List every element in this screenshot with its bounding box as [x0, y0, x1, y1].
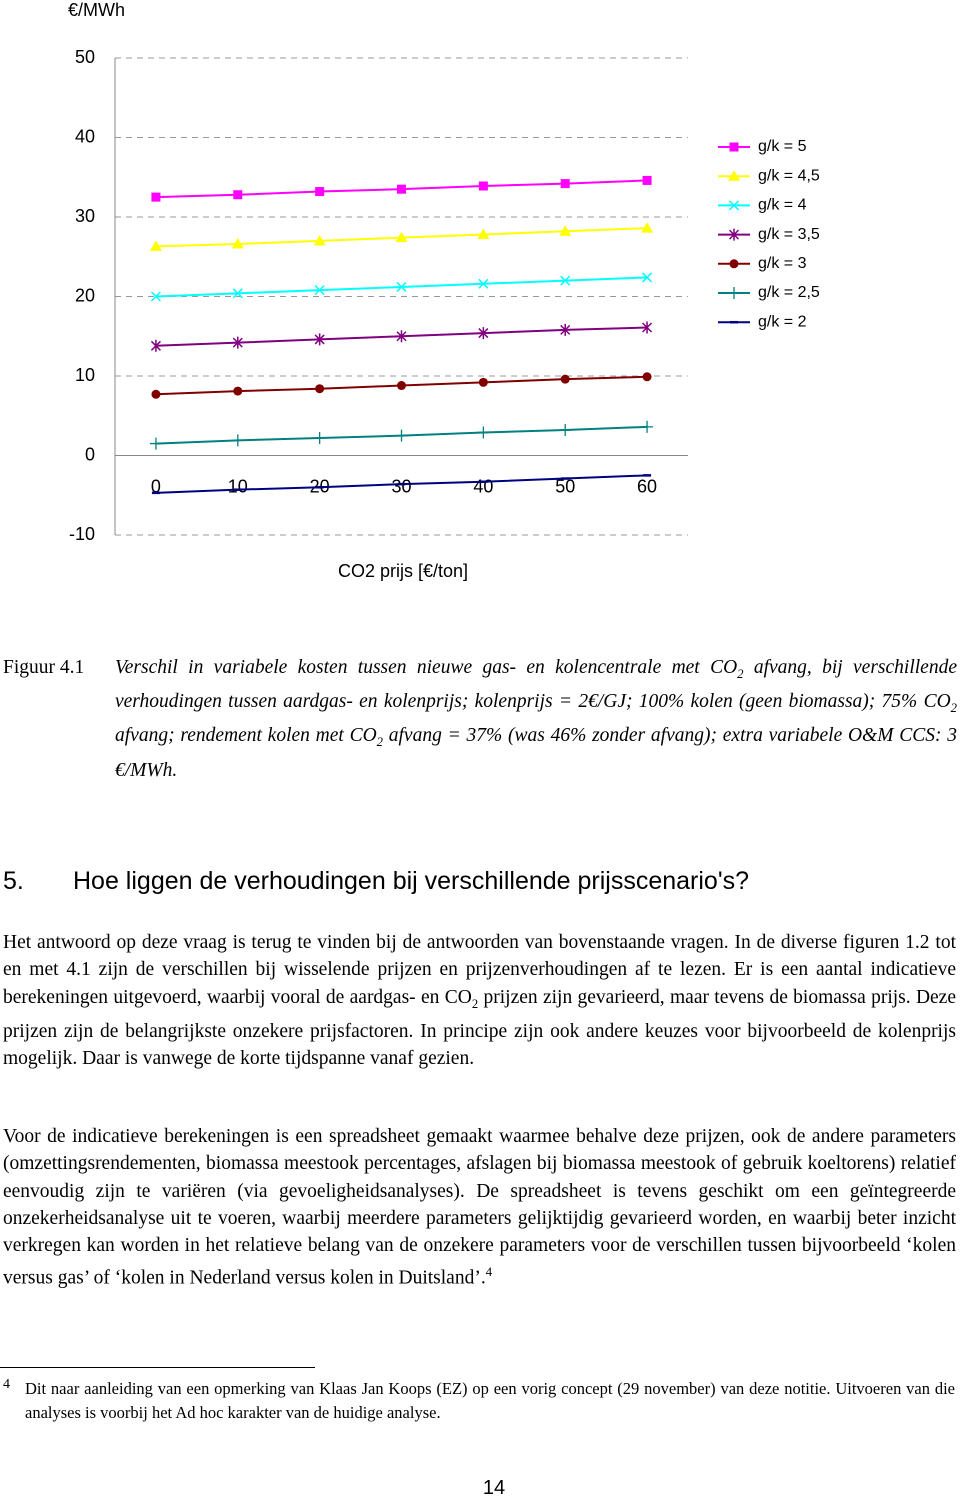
- marker: [314, 333, 325, 346]
- marker: [315, 187, 325, 197]
- legend-label: g/k = 3: [758, 255, 807, 272]
- marker: [233, 190, 243, 200]
- marker: [232, 288, 243, 299]
- y-tick-label: 40: [75, 126, 95, 146]
- x-tick-label: 40: [473, 476, 493, 496]
- marker: [396, 330, 407, 343]
- paragraph: Het antwoord op deze vraag is terug te v…: [3, 929, 956, 1072]
- paragraph: Voor de indicatieve berekeningen is een …: [3, 1123, 956, 1292]
- y-tick-label: 50: [75, 47, 95, 67]
- section-number: 5.: [3, 867, 24, 895]
- marker: [641, 420, 654, 433]
- x-tick-label: 30: [391, 476, 411, 496]
- caption: Verschil in variabele kosten tussen nieu…: [115, 654, 957, 784]
- subscript: 2: [950, 701, 957, 716]
- legend-marker: [728, 228, 740, 241]
- marker: [313, 234, 326, 246]
- marker: [150, 291, 161, 302]
- legend-label: g/k = 3,5: [758, 226, 820, 243]
- marker: [477, 228, 490, 239]
- marker: [478, 327, 489, 340]
- y-tick-label: 0: [85, 444, 95, 464]
- marker: [397, 381, 406, 391]
- legend-label: g/k = 4: [758, 197, 807, 214]
- legend-label: g/k = 2,5: [758, 284, 820, 301]
- section-title: Hoe liggen de verhoudingen bij verschill…: [73, 867, 750, 895]
- page-number: 14: [482, 1477, 506, 1498]
- marker: [233, 386, 243, 396]
- text: Voor de indicatieve berekeningen is een …: [3, 1126, 956, 1289]
- marker: [231, 238, 244, 249]
- marker: [313, 432, 326, 445]
- caption-text: Verschil in variabele kosten tussen nieu…: [115, 657, 738, 678]
- footnote-ref: 4: [485, 1265, 493, 1280]
- marker: [396, 281, 407, 292]
- marker: [478, 377, 488, 387]
- marker: [151, 192, 161, 202]
- marker: [315, 384, 325, 394]
- subscript: 2: [376, 735, 383, 750]
- y-axis-title: €/MWh: [68, 0, 125, 20]
- marker: [559, 424, 572, 437]
- x-tick-label: 60: [637, 476, 657, 496]
- caption-text: afvang, bij verschillende verhoudingen t…: [115, 657, 957, 713]
- legend-label: g/k = 4,5: [758, 167, 820, 184]
- caption-text: afvang; rendement kolen met CO: [115, 725, 377, 747]
- y-tick-label: 10: [75, 365, 95, 385]
- marker: [478, 181, 488, 191]
- marker: [232, 336, 243, 349]
- marker: [151, 389, 161, 399]
- marker: [314, 285, 325, 296]
- text: Het antwoord op deze vraag is terug te v…: [3, 932, 956, 1008]
- legend-marker: [728, 287, 740, 299]
- marker: [149, 240, 162, 251]
- section-heading: 5. Hoe liggen de verhoudingen bij verschi…: [3, 867, 749, 896]
- subscript: 2: [737, 666, 744, 681]
- subscript: 2: [471, 996, 479, 1011]
- marker: [642, 372, 652, 382]
- marker: [642, 272, 653, 283]
- marker: [642, 175, 652, 185]
- x-tick-label: 0: [151, 476, 161, 496]
- y-tick-label: -10: [69, 524, 95, 544]
- footnote-number: 4: [3, 1377, 10, 1392]
- legend-marker: [729, 259, 739, 269]
- y-tick-label: 20: [75, 285, 95, 305]
- caption-label: Figuur 4.1: [3, 657, 85, 678]
- caption-text: afvang = 37% (was 46% zonder afvang); ex…: [115, 725, 957, 781]
- legend-label: g/k = 2: [758, 313, 807, 330]
- footnote-text: Dit naar aanleiding van een opmerking va…: [25, 1379, 955, 1422]
- chart: €/MWh CO2 prijs [€/ton] -10 0 10 20 30 40 50 0 1…: [68, 0, 820, 581]
- footnote-rule: [0, 1367, 315, 1368]
- marker: [642, 321, 653, 334]
- marker: [397, 184, 406, 194]
- marker: [478, 278, 489, 289]
- marker: [231, 434, 244, 447]
- y-tick-label: 30: [75, 206, 95, 226]
- legend-marker: [729, 142, 739, 152]
- legend-label: g/k = 5: [758, 138, 807, 155]
- marker: [559, 225, 572, 236]
- marker: [560, 323, 571, 336]
- marker: [560, 374, 570, 384]
- marker: [560, 275, 571, 286]
- marker: [150, 339, 161, 352]
- x-tick-label: 10: [228, 476, 248, 496]
- text: prijzen zijn gevarieerd, maar tevens de …: [3, 986, 956, 1070]
- marker: [395, 231, 408, 243]
- marker: [477, 426, 490, 439]
- marker: [560, 179, 570, 189]
- legend-marker: [728, 170, 740, 181]
- marker: [641, 222, 654, 233]
- x-tick-label: 50: [555, 476, 575, 496]
- legend-marker: [728, 200, 740, 211]
- marker: [149, 437, 162, 450]
- x-axis-title: CO2 prijs [€/ton]: [338, 561, 468, 581]
- marker: [395, 429, 408, 442]
